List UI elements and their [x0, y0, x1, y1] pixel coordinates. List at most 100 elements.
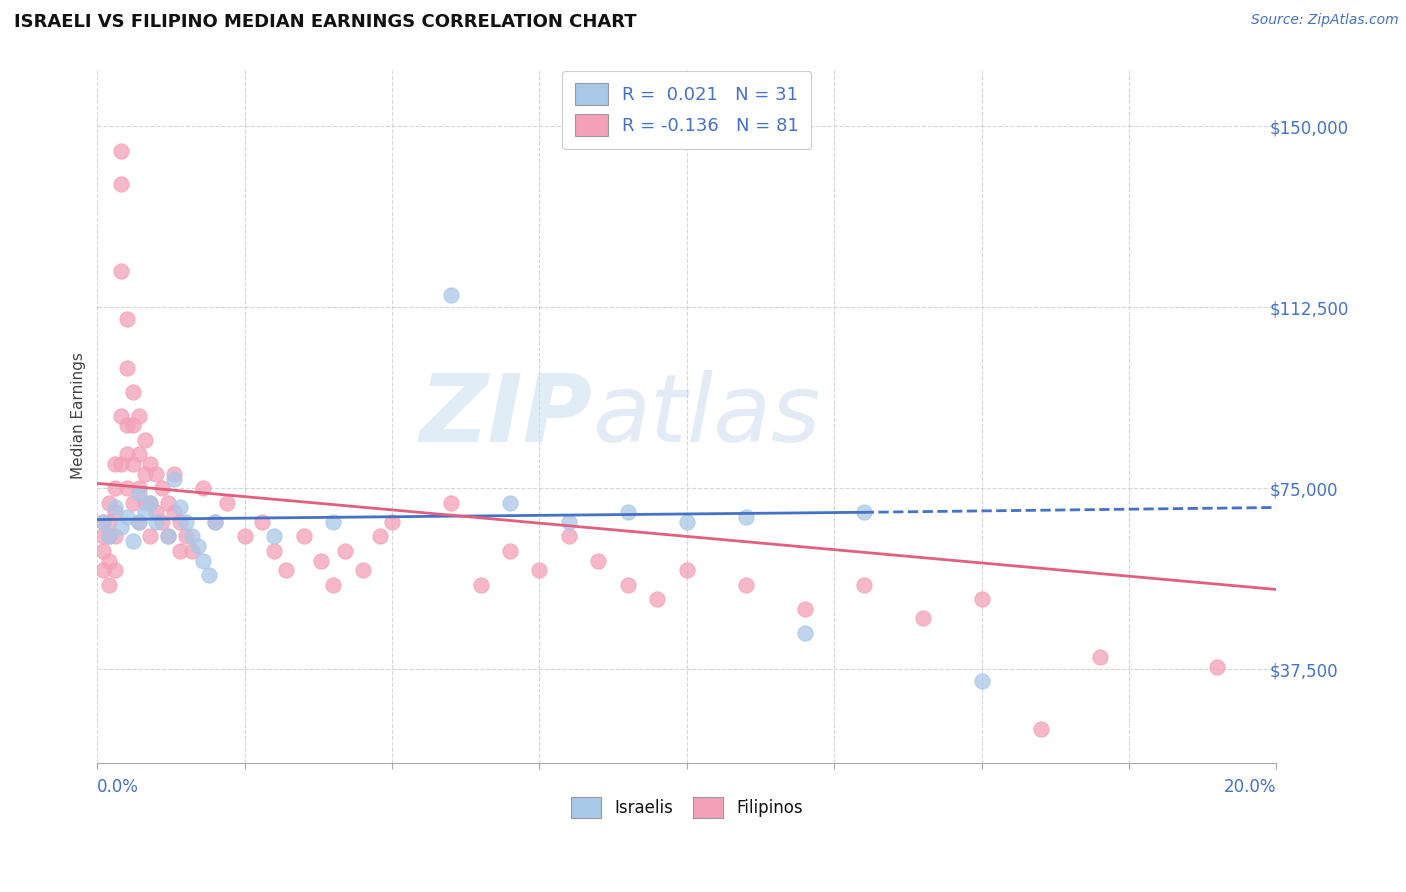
Point: [333, 544, 356, 558]
Point: [617, 577, 640, 591]
Point: [98, 553, 121, 567]
Point: [139, 496, 162, 510]
Point: [233, 529, 256, 543]
Point: [292, 529, 315, 543]
Point: [169, 515, 191, 529]
Point: [1206, 659, 1229, 673]
Point: [1088, 650, 1111, 665]
Text: atlas: atlas: [592, 370, 821, 461]
Point: [198, 568, 221, 582]
Point: [91, 544, 114, 558]
Point: [128, 481, 150, 495]
Point: [970, 592, 993, 607]
Point: [121, 418, 143, 433]
Point: [145, 467, 167, 481]
Y-axis label: Median Earnings: Median Earnings: [72, 352, 86, 479]
Point: [139, 457, 162, 471]
Point: [263, 544, 285, 558]
Point: [145, 505, 167, 519]
Point: [91, 529, 114, 543]
Point: [163, 505, 186, 519]
Point: [157, 529, 180, 543]
Point: [187, 539, 209, 553]
Point: [911, 611, 934, 625]
Legend: Israelis, Filipinos: Israelis, Filipinos: [564, 790, 810, 824]
Point: [676, 563, 699, 577]
Point: [115, 510, 138, 524]
Point: [180, 529, 202, 543]
Point: [852, 505, 875, 519]
Text: 0.0%: 0.0%: [97, 778, 139, 796]
Point: [263, 529, 285, 543]
Point: [163, 467, 186, 481]
Point: [110, 178, 132, 192]
Point: [174, 515, 197, 529]
Point: [121, 384, 143, 399]
Point: [139, 529, 162, 543]
Point: [852, 577, 875, 591]
Point: [322, 577, 344, 591]
Point: [98, 515, 121, 529]
Point: [150, 515, 173, 529]
Point: [174, 529, 197, 543]
Point: [204, 515, 226, 529]
Point: [104, 563, 127, 577]
Point: [793, 626, 815, 640]
Point: [274, 563, 297, 577]
Point: [91, 563, 114, 577]
Point: [104, 505, 127, 519]
Point: [115, 418, 138, 433]
Point: [98, 529, 121, 543]
Point: [115, 312, 138, 326]
Point: [121, 496, 143, 510]
Point: [157, 529, 180, 543]
Point: [128, 486, 150, 500]
Point: [499, 496, 522, 510]
Point: [110, 264, 132, 278]
Point: [368, 529, 391, 543]
Point: [352, 563, 374, 577]
Point: [139, 496, 162, 510]
Point: [98, 496, 121, 510]
Point: [134, 505, 156, 519]
Point: [91, 515, 114, 529]
Point: [110, 520, 132, 534]
Point: [734, 510, 756, 524]
Point: [128, 409, 150, 423]
Point: [970, 674, 993, 689]
Point: [558, 529, 581, 543]
Point: [793, 601, 815, 615]
Point: [98, 529, 121, 543]
Point: [115, 481, 138, 495]
Point: [169, 544, 191, 558]
Point: [104, 529, 127, 543]
Point: [734, 577, 756, 591]
Point: [470, 577, 492, 591]
Point: [110, 457, 132, 471]
Point: [145, 515, 167, 529]
Point: [157, 496, 180, 510]
Point: [98, 577, 121, 591]
Point: [180, 544, 202, 558]
Point: [381, 515, 404, 529]
Point: [440, 288, 463, 302]
Point: [163, 471, 186, 485]
Point: [121, 457, 143, 471]
Point: [252, 515, 274, 529]
Point: [617, 505, 640, 519]
Point: [1029, 723, 1052, 737]
Point: [215, 496, 238, 510]
Point: [134, 433, 156, 447]
Point: [128, 447, 150, 461]
Point: [110, 144, 132, 158]
Point: [193, 553, 215, 567]
Point: [134, 496, 156, 510]
Point: [110, 409, 132, 423]
Point: [128, 515, 150, 529]
Point: [322, 515, 344, 529]
Point: [134, 467, 156, 481]
Point: [104, 500, 127, 515]
Point: [588, 553, 610, 567]
Point: [204, 515, 226, 529]
Point: [193, 481, 215, 495]
